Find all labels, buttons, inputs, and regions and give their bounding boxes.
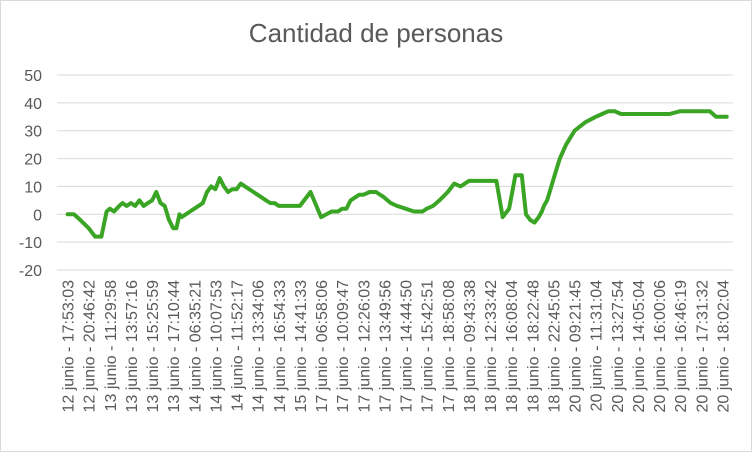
y-tick-label: -20 <box>19 263 42 280</box>
x-tick-label: 14 junio - 06:35:21 <box>187 280 204 413</box>
x-tick-label: 20 junio - 14:05:04 <box>631 280 648 413</box>
x-tick-label: 17 junio - 18:58:08 <box>441 280 458 413</box>
chart-title: Cantidad de personas <box>248 18 504 48</box>
x-tick-label: 17 junio - 10:09:47 <box>335 280 352 413</box>
series-layer <box>65 109 729 239</box>
x-tick-label: 17 junio - 14:44:50 <box>399 280 416 413</box>
y-tick-label: 0 <box>33 207 42 224</box>
y-tick-label: 30 <box>24 124 42 141</box>
x-tick-label: 20 junio - 17:31:32 <box>694 280 711 413</box>
x-tick-label: 14 junio - 16:54:33 <box>272 280 289 413</box>
y-tick-label: 50 <box>24 68 42 85</box>
x-tick-label: 20 junio - 11:31:04 <box>589 280 606 411</box>
x-axis-ticks: 12 junio - 17:53:03 12 junio - 20:46:42 13… <box>61 280 733 413</box>
y-tick-label: 20 <box>24 152 42 169</box>
x-tick-label: 20 junio - 16:00:06 <box>652 280 669 413</box>
x-tick-label: 18 junio - 22:45:05 <box>546 280 563 413</box>
x-tick-label: 14 junio - 11:52:17 <box>230 280 247 411</box>
x-tick-label: 17 junio - 13:49:56 <box>377 280 394 413</box>
x-tick-label: 14 junio - 13:34:06 <box>251 280 268 413</box>
x-tick-label: 13 junio - 13:57:16 <box>124 280 141 413</box>
y-tick-label: 10 <box>24 179 42 196</box>
x-tick-label: 20 junio - 18:02:04 <box>715 280 732 413</box>
x-tick-label: 18 junio - 16:08:04 <box>504 280 521 413</box>
y-tick-label: 40 <box>24 96 42 113</box>
x-tick-label: 15 junio - 14:41:33 <box>293 280 310 413</box>
x-tick-label: 18 junio - 12:33:42 <box>483 280 500 413</box>
x-tick-label: 13 junio - 15:25:59 <box>145 280 162 413</box>
series-line-0 <box>65 109 729 239</box>
x-tick-label: 12 junio - 17:53:03 <box>61 280 78 413</box>
x-tick-label: 13 junio - 11:29:58 <box>103 280 120 411</box>
x-tick-label: 20 junio - 13:27:54 <box>610 280 627 413</box>
y-axis-ticks: -20 -10 0 10 20 30 40 50 <box>19 68 42 280</box>
x-tick-label: 17 junio - 12:26:03 <box>356 280 373 413</box>
x-tick-label: 12 junio - 20:46:42 <box>82 280 99 413</box>
x-tick-label: 18 junio - 09:43:38 <box>462 280 479 413</box>
x-tick-label: 20 junio - 16:46:19 <box>673 280 690 413</box>
x-tick-label: 14 junio - 10:07:53 <box>208 280 225 413</box>
x-tick-label: 17 junio - 06:58:06 <box>314 280 331 413</box>
x-tick-label: 13 junio - 17:10:44 <box>166 280 183 413</box>
gridlines <box>57 74 733 271</box>
x-tick-label: 17 junio - 15:42:51 <box>420 280 437 413</box>
y-tick-label: -10 <box>19 235 42 252</box>
x-tick-label: 20 junio - 09:21:45 <box>568 280 585 413</box>
x-tick-label: 18 junio - 18:22:48 <box>525 280 542 413</box>
